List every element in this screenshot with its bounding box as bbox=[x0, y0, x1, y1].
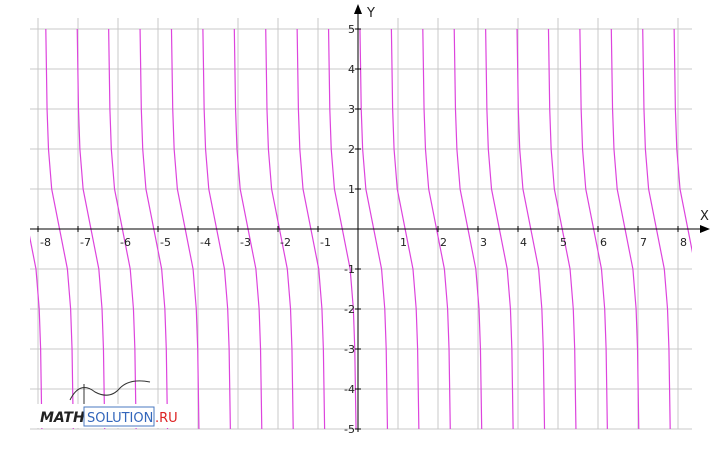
y-tick-label: -1 bbox=[344, 263, 355, 276]
x-tick-label: -6 bbox=[120, 236, 131, 249]
x-tick-label: -5 bbox=[160, 236, 171, 249]
logo: MATH SOLUTION .RU bbox=[36, 380, 196, 428]
x-tick-label: 6 bbox=[600, 236, 607, 249]
axes: X Y -8 -7 -6 -5 -4 -3 -2 -1 1 2 3 4 5 6 7 8 -5 -4 -3 -2 -1 1 2… bbox=[30, 4, 710, 436]
y-tick-label: -2 bbox=[344, 303, 355, 316]
x-tick-label: -2 bbox=[280, 236, 291, 249]
y-tick-label: -5 bbox=[344, 423, 355, 436]
logo-text: .RU bbox=[155, 411, 178, 426]
logo-text: MATH bbox=[40, 410, 85, 426]
function-curve bbox=[30, 235, 43, 430]
x-tick-label: 3 bbox=[480, 236, 487, 249]
x-tick-label: 8 bbox=[680, 236, 687, 249]
function-curve bbox=[673, 28, 692, 254]
y-tick-label: 1 bbox=[348, 183, 355, 196]
y-tick-label: 5 bbox=[348, 23, 355, 36]
x-tick-label: 5 bbox=[560, 236, 567, 249]
x-tick-label: 2 bbox=[440, 236, 447, 249]
x-tick-label: -7 bbox=[80, 236, 91, 249]
y-arrow bbox=[354, 4, 362, 14]
x-tick-label: 7 bbox=[640, 236, 647, 249]
y-axis-label: Y bbox=[366, 6, 375, 21]
logo-curve bbox=[69, 380, 151, 401]
y-tick-label: -3 bbox=[344, 343, 355, 356]
y-tick-label: 4 bbox=[348, 63, 355, 76]
x-tick-label: 4 bbox=[520, 236, 527, 249]
x-tick-label: -1 bbox=[320, 236, 331, 249]
x-tick-label: -8 bbox=[40, 236, 51, 249]
x-tick-label: 1 bbox=[400, 236, 407, 249]
y-tick-label: 3 bbox=[348, 103, 355, 116]
y-tick-label: -4 bbox=[344, 383, 355, 396]
x-tick-label: -4 bbox=[200, 236, 211, 249]
logo-box bbox=[83, 406, 155, 427]
x-axis-label: X bbox=[700, 209, 709, 224]
x-arrow bbox=[700, 225, 710, 233]
x-tick-label: -3 bbox=[240, 236, 251, 249]
logo-text: SOLUTION bbox=[87, 411, 153, 426]
y-tick-label: 2 bbox=[348, 143, 355, 156]
